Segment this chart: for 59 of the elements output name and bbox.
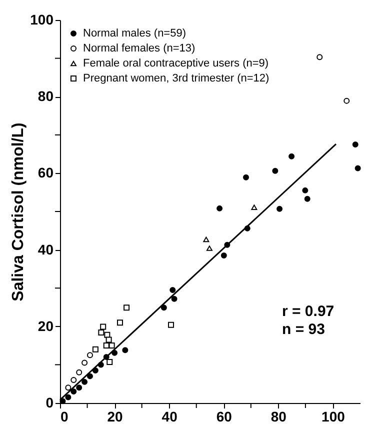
point xyxy=(344,98,350,104)
point xyxy=(203,236,210,242)
point xyxy=(70,377,77,384)
x-tick-label: 60 xyxy=(216,408,232,424)
annotation: r = 0.97 xyxy=(282,303,334,320)
point xyxy=(108,342,115,349)
point xyxy=(117,320,123,326)
point xyxy=(171,296,178,302)
point xyxy=(87,373,93,380)
point xyxy=(354,165,361,172)
y-tick-label: 0 xyxy=(46,394,54,410)
point xyxy=(103,342,110,349)
point xyxy=(160,304,167,311)
point xyxy=(87,352,93,358)
point xyxy=(65,394,72,400)
point xyxy=(82,360,88,366)
point xyxy=(122,347,128,354)
point xyxy=(76,369,82,376)
point xyxy=(76,384,82,391)
x-tick-label: 0 xyxy=(60,408,68,424)
point xyxy=(65,384,72,391)
point xyxy=(216,205,223,212)
point xyxy=(82,378,88,385)
point xyxy=(98,330,104,336)
x-tick-label: 80 xyxy=(270,408,287,424)
point xyxy=(302,187,308,194)
point xyxy=(288,153,295,160)
legend-label: Female oral contraceptive users (n=9) xyxy=(83,58,269,70)
y-tick-label: 100 xyxy=(30,12,54,28)
y-tick-label: 60 xyxy=(38,164,54,181)
point xyxy=(220,252,227,259)
point xyxy=(352,141,358,148)
legend-label: Pregnant women, 3rd trimester (n=12) xyxy=(83,72,270,84)
point xyxy=(100,324,106,330)
point xyxy=(70,388,77,395)
point xyxy=(272,168,278,174)
point xyxy=(104,332,110,338)
point xyxy=(243,174,249,180)
x-tick-label: 20 xyxy=(107,408,124,424)
x-tick-label: 100 xyxy=(322,408,346,424)
legend-label: Normal females (n=13) xyxy=(83,42,196,54)
y-tick-label: 40 xyxy=(38,241,54,258)
annotation: n = 93 xyxy=(282,321,325,338)
point xyxy=(206,246,212,251)
legend-label: Normal males (n=59) xyxy=(83,28,186,40)
y-tick-label: 20 xyxy=(38,318,54,334)
point xyxy=(251,204,258,210)
x-tick-label: 40 xyxy=(162,408,178,424)
point xyxy=(168,322,174,328)
point xyxy=(92,346,98,352)
point xyxy=(170,287,176,294)
point xyxy=(124,304,130,311)
point xyxy=(316,54,323,60)
point xyxy=(304,196,310,202)
point xyxy=(106,336,112,343)
y-axis-title: Saliva Cortisol (nmol/L) xyxy=(10,122,28,302)
point xyxy=(276,206,283,212)
point xyxy=(106,359,113,366)
y-tick-label: 80 xyxy=(38,88,54,104)
